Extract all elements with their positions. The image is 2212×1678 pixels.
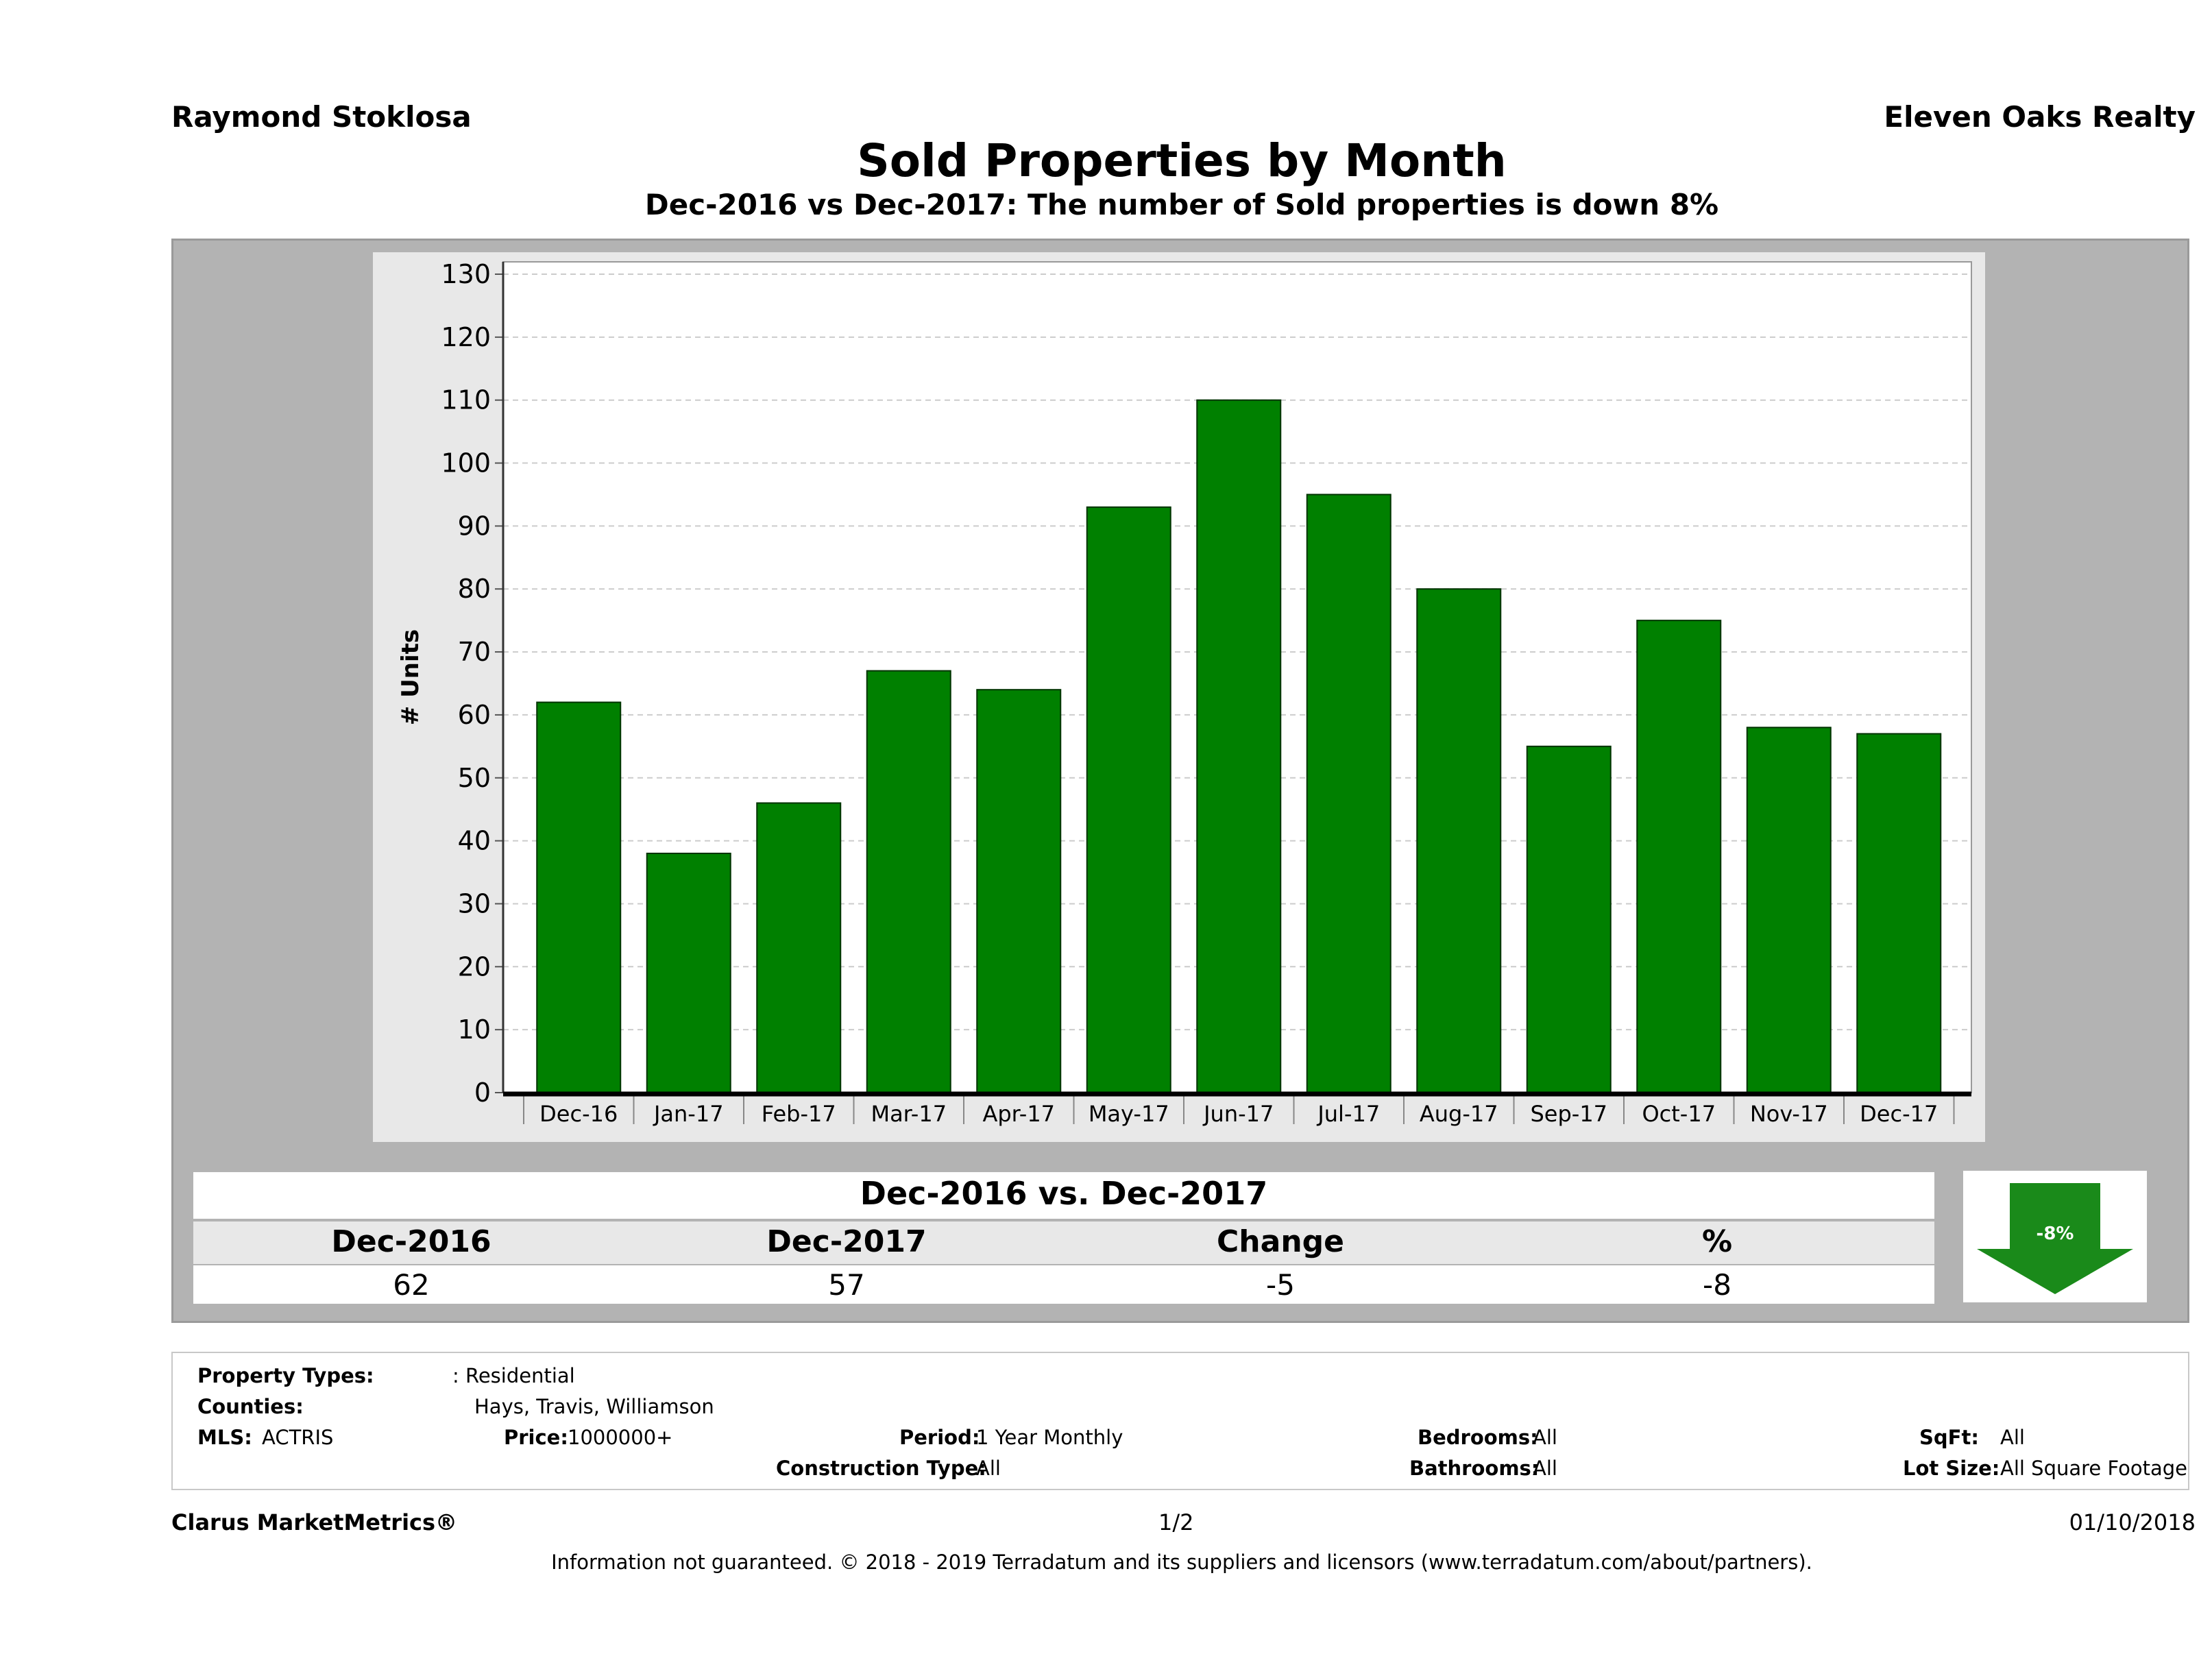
down-arrow-icon: -8% (1977, 1183, 2133, 1294)
summary-value-row (193, 1265, 1934, 1304)
summary-title: Dec-2016 vs. Dec-2017 (860, 1175, 1268, 1212)
bar-jun-17 (1196, 399, 1282, 1093)
x-tick-label: Jun-17 (1202, 1101, 1274, 1127)
y-tick-label: 30 (458, 888, 491, 919)
lot-size-value: All Square Footage (2000, 1457, 2188, 1480)
construction-type-value: All (976, 1457, 1001, 1480)
change-badge-label: -8% (2037, 1224, 2074, 1244)
period-value: 1 Year Monthly (976, 1426, 1123, 1449)
y-tick-label: 50 (458, 763, 491, 793)
x-tick-label: Aug-17 (1420, 1101, 1498, 1127)
chart-subtitle: Dec-2016 vs Dec-2017: The number of Sold… (644, 188, 1719, 221)
summary-value-percent: -8 (1703, 1268, 1731, 1302)
summary-header-dec2016: Dec-2016 (331, 1224, 491, 1259)
y-tick-label: 80 (458, 574, 491, 604)
counties-value: Hays, Travis, Williamson (474, 1395, 714, 1418)
y-tick-label: 130 (441, 259, 491, 289)
summary-title-box (193, 1172, 1934, 1219)
x-tick-label: Apr-17 (982, 1101, 1055, 1127)
x-tick-label: Dec-16 (539, 1101, 618, 1127)
y-tick-label: 120 (441, 322, 491, 352)
bedrooms-label: Bedrooms: (1418, 1426, 1538, 1449)
x-tick-label: Nov-17 (1750, 1101, 1828, 1127)
bars (536, 399, 1942, 1094)
x-tick-label: Jul-17 (1316, 1101, 1380, 1127)
bar-mar-17 (866, 670, 951, 1093)
y-tick-label: 110 (441, 385, 491, 415)
x-tick-label: Sep-17 (1530, 1101, 1607, 1127)
x-tick-label: Mar-17 (871, 1101, 947, 1127)
x-tick-label: May-17 (1089, 1101, 1169, 1127)
mls-label: MLS: (197, 1426, 252, 1449)
y-axis-label: # Units (397, 629, 424, 725)
summary-header-row (193, 1221, 1934, 1264)
bar-may-17 (1086, 506, 1171, 1094)
bar-apr-17 (976, 689, 1062, 1093)
property-types-label: Property Types: (197, 1364, 374, 1387)
x-tick-label: Feb-17 (762, 1101, 836, 1127)
x-tick-label: Oct-17 (1642, 1101, 1716, 1127)
summary-value-dec2016: 62 (393, 1268, 430, 1302)
bar-nov-17 (1746, 727, 1832, 1093)
y-tick-label: 60 (458, 700, 491, 730)
mls-value: ACTRIS (262, 1426, 334, 1449)
summary-header-change: Change (1217, 1224, 1344, 1259)
counties-label: Counties: (197, 1395, 304, 1418)
bar-jul-17 (1306, 494, 1391, 1093)
property-types-value: : Residential (452, 1364, 575, 1387)
y-tick-label: 0 (474, 1078, 491, 1108)
sqft-label: SqFt: (1919, 1426, 1979, 1449)
construction-type-label: Construction Type: (776, 1457, 986, 1480)
bar-jan-17 (646, 852, 731, 1093)
disclaimer: Information not guaranteed. © 2018 - 201… (551, 1551, 1812, 1574)
period-label: Period: (899, 1426, 980, 1449)
price-value: 1000000+ (568, 1426, 673, 1449)
filters-panel (171, 1352, 2189, 1490)
bathrooms-value: All (1533, 1457, 1557, 1480)
y-tick-label: 100 (441, 448, 491, 478)
agent-name: Raymond Stoklosa (171, 100, 472, 134)
bathrooms-label: Bathrooms: (1409, 1457, 1540, 1480)
summary-header-dec2017: Dec-2017 (766, 1224, 927, 1259)
change-badge: -8% (1963, 1171, 2147, 1302)
y-tick-label: 20 (458, 951, 491, 982)
sqft-value: All (2000, 1426, 2025, 1449)
x-tick-label: Dec-17 (1860, 1101, 1938, 1127)
y-tick-label: 90 (458, 511, 491, 541)
bar-oct-17 (1636, 620, 1722, 1093)
footer-brand: Clarus MarketMetrics® (171, 1509, 458, 1535)
bar-feb-17 (756, 802, 842, 1093)
company-name: Eleven Oaks Realty (1884, 100, 2196, 134)
lot-size-label: Lot Size: (1903, 1457, 2000, 1480)
price-label: Price: (504, 1426, 568, 1449)
y-tick-label: 70 (458, 637, 491, 667)
bar-chart: 0 10 20 30 40 50 60 70 80 90 100 110 120 130 Dec-16 Jan… (397, 259, 1972, 1127)
bar-sep-17 (1526, 745, 1612, 1093)
chart-title: Sold Properties by Month (857, 134, 1507, 187)
bar-aug-17 (1416, 588, 1502, 1093)
summary-value-change: -5 (1266, 1268, 1295, 1302)
bar-dec-16 (536, 701, 622, 1093)
axes: 0 10 20 30 40 50 60 70 80 90 100 110 120 130 Dec-16 Jan… (441, 259, 1971, 1127)
bedrooms-value: All (1533, 1426, 1557, 1449)
bar-dec-17 (1856, 733, 1942, 1093)
y-tick-label: 40 (458, 826, 491, 856)
gridlines (503, 273, 1971, 1031)
summary-header-percent: % (1701, 1224, 1733, 1259)
y-tick-label: 10 (458, 1014, 491, 1045)
page-number: 1/2 (1158, 1509, 1194, 1535)
report-date: 01/10/2018 (2069, 1509, 2196, 1535)
x-tick-label: Jan-17 (653, 1101, 724, 1127)
summary-value-dec2017: 57 (828, 1268, 865, 1302)
